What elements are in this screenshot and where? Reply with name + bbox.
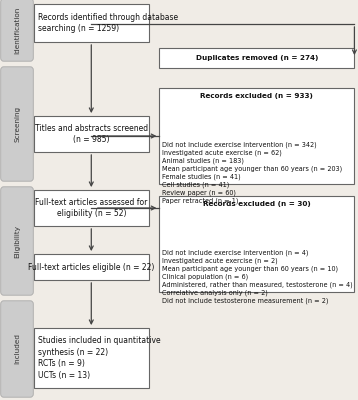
Text: Included: Included [14, 334, 20, 364]
FancyBboxPatch shape [1, 187, 33, 295]
Bar [34, 190, 149, 226]
Text: Records excluded (n = 30): Records excluded (n = 30) [203, 201, 311, 207]
Bar [159, 48, 354, 68]
Text: Eligibility: Eligibility [14, 224, 20, 258]
Text: Full-text articles eligible (n = 22): Full-text articles eligible (n = 22) [28, 262, 155, 272]
Text: Studies included in quantitative
synthesis (n = 22)
RCTs (n = 9)
UCTs (n = 13): Studies included in quantitative synthes… [38, 336, 160, 380]
Text: Full-text articles assessed for
eligibility (n = 52): Full-text articles assessed for eligibil… [35, 198, 147, 218]
Text: Titles and abstracts screened
(n = 985): Titles and abstracts screened (n = 985) [35, 124, 148, 144]
Text: Duplicates removed (n = 274): Duplicates removed (n = 274) [196, 55, 318, 61]
Text: Records excluded (n = 933): Records excluded (n = 933) [200, 93, 313, 99]
Text: Did not include exercise intervention (n = 342)
Investigated acute exercise (n =: Did not include exercise intervention (n… [162, 141, 342, 204]
Bar [159, 88, 354, 184]
Bar [34, 116, 149, 152]
Bar [34, 328, 149, 388]
Text: Screening: Screening [14, 106, 20, 142]
Text: Identification: Identification [14, 6, 20, 54]
Bar [34, 4, 149, 42]
Text: Did not include exercise intervention (n = 4)
Investigated acute exercise (n = 2: Did not include exercise intervention (n… [162, 249, 353, 304]
FancyBboxPatch shape [1, 0, 33, 61]
Bar [34, 254, 149, 280]
Bar [159, 196, 354, 292]
FancyBboxPatch shape [1, 301, 33, 397]
FancyBboxPatch shape [1, 67, 33, 181]
Text: Records identified through database
searching (n = 1259): Records identified through database sear… [38, 13, 178, 33]
